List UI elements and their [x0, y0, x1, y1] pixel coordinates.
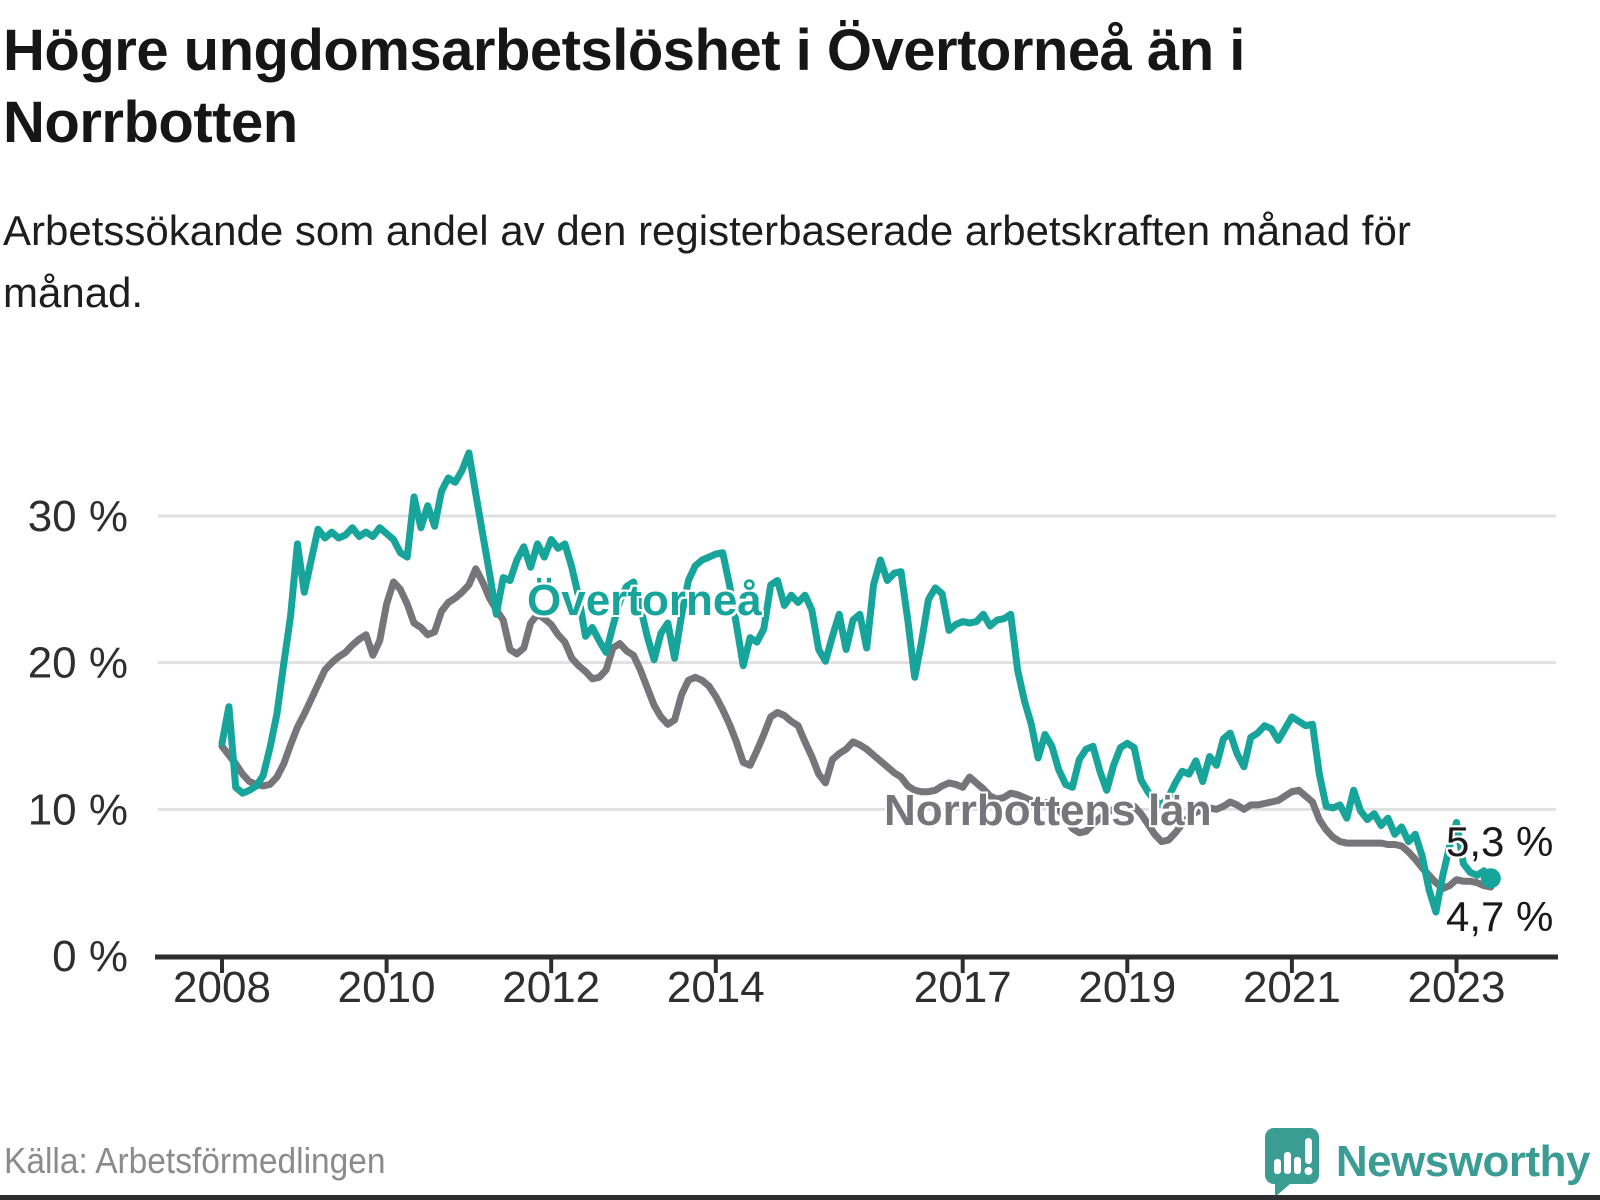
x-tick-label-2023: 2023	[1408, 963, 1506, 1012]
newsworthy-logo: Newsworthy	[1264, 1126, 1591, 1198]
y-tick-label-10: 10 %	[28, 785, 128, 834]
x-tick-label-2021: 2021	[1243, 963, 1341, 1012]
x-tick-label-2014: 2014	[667, 963, 765, 1012]
series-label-overtornea: Övertorneå	[527, 576, 762, 625]
x-tick-label-2012: 2012	[502, 963, 600, 1012]
y-tick-label-30: 30 %	[28, 492, 128, 541]
subtitle: Arbetssökande som andel av den registerb…	[3, 207, 1411, 316]
series-end-dot	[1480, 868, 1501, 889]
series-label-norrbottens-lan: Norrbottens län	[884, 786, 1212, 835]
x-tick-label-2010: 2010	[338, 963, 436, 1012]
bottom-border	[0, 1195, 1600, 1200]
end-value-overtornea: 5,3 %	[1446, 818, 1554, 865]
y-tick-label-20: 20 %	[28, 639, 128, 688]
x-tick-label-2019: 2019	[1078, 963, 1176, 1012]
y-tick-label-0: 0 %	[52, 932, 128, 981]
x-tick-label-2008: 2008	[173, 963, 271, 1012]
x-tick-label-2017: 2017	[914, 963, 1012, 1012]
newsworthy-logo-text: Newsworthy	[1335, 1137, 1591, 1186]
newsworthy-bubble-icon	[1264, 1128, 1319, 1197]
source-note: Källa: Arbetsförmedlingen	[4, 1140, 386, 1181]
series-line-overtornea	[218, 449, 1495, 916]
series-line-norrbotten	[218, 565, 1495, 892]
end-value-norrbotten: 4,7 %	[1446, 893, 1554, 940]
page-title: Högre ungdomsarbetslöshet i Övertorneå ä…	[3, 18, 1245, 155]
